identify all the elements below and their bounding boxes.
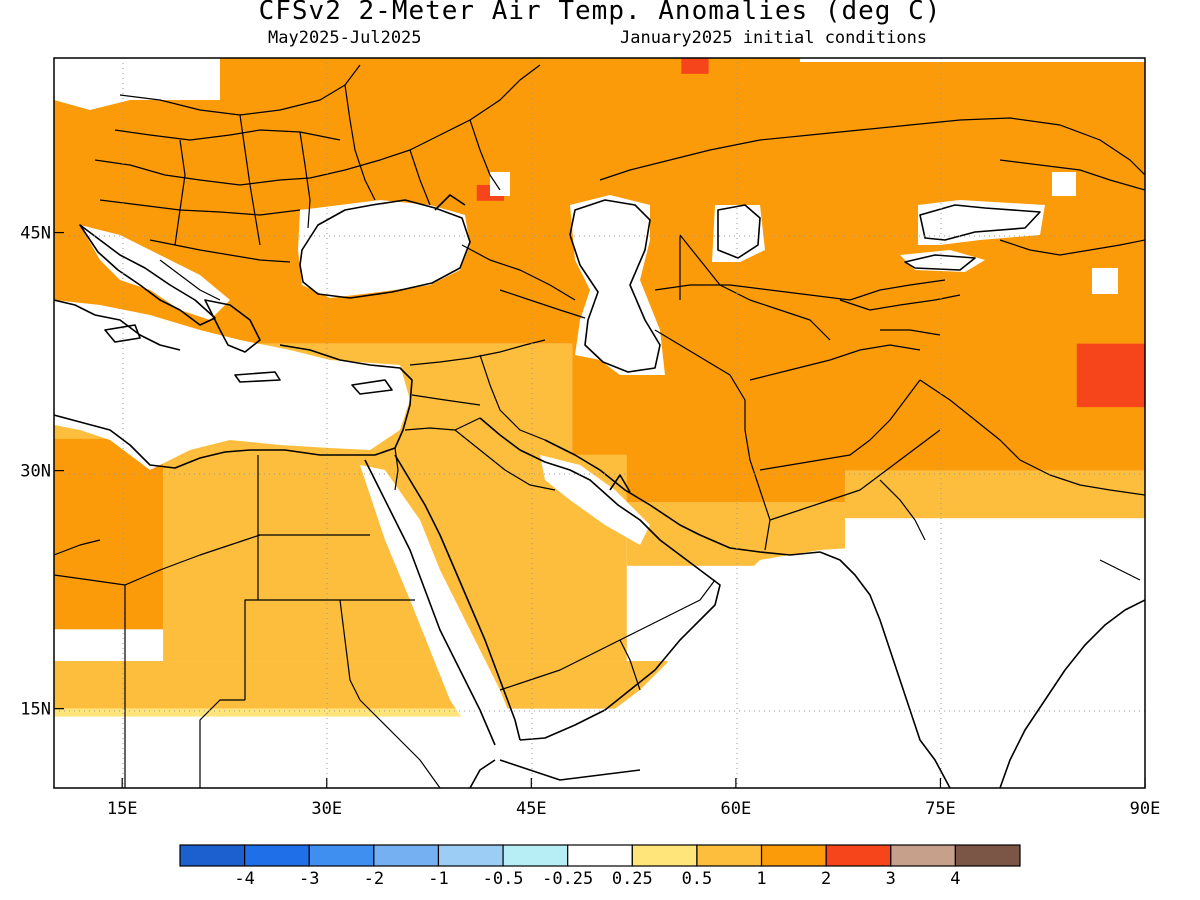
- colorbar-swatch-8: [696, 844, 763, 867]
- colorbar-label-10: 3: [886, 869, 896, 889]
- colorbar-label-11: 4: [950, 869, 960, 889]
- anomaly-region-14: [1076, 343, 1145, 408]
- colorbar-label-9: 2: [821, 869, 831, 889]
- colorbar-swatch-4: [437, 844, 504, 867]
- colorbar-label-7: 0.5: [682, 869, 713, 889]
- colorbar-swatch-7: [631, 844, 698, 867]
- map-title: CFSv2 2-Meter Air Temp. Anomalies (deg C…: [258, 0, 942, 26]
- lat-tick-label-1: 30N: [20, 462, 51, 482]
- colorbar-swatch-12: [954, 844, 1021, 867]
- colorbar-label-5: -0.25: [542, 869, 593, 889]
- coastline-layer: [54, 194, 1145, 788]
- colorbar-label-6: 0.25: [612, 869, 653, 889]
- colorbar-swatch-11: [890, 844, 956, 867]
- initial-conditions: January2025 initial conditions: [620, 28, 928, 48]
- gridlines: [54, 58, 1145, 788]
- colorbar-swatch-1: [244, 844, 310, 867]
- colorbar-label-8: 1: [756, 869, 766, 889]
- forecast-period: May2025-Jul2025: [268, 28, 422, 48]
- colorbar-swatch-9: [760, 844, 827, 867]
- anomaly-region-5: [54, 438, 164, 630]
- colorbar-swatch-5: [502, 844, 569, 867]
- lon-tick-label-1: 30E: [311, 799, 342, 819]
- anomaly-region-16: [681, 58, 709, 74]
- lat-tick-label-0: 15N: [20, 700, 51, 720]
- anomaly-region-8: [844, 470, 1145, 519]
- colorbar-swatch-0: [179, 844, 246, 867]
- colorbar-swatch-2: [308, 844, 375, 867]
- lon-tick-label-3: 60E: [721, 799, 752, 819]
- lat-tick-label-2: 45N: [20, 224, 51, 244]
- colorbar: -4 -3 -2 -1 -0.5 -0.25 0.25 0.5 1 2 3 4: [179, 844, 1021, 889]
- colorbar-label-4: -0.5: [483, 869, 524, 889]
- border-layer: [54, 64, 1145, 788]
- map-field: [54, 58, 1145, 788]
- colorbar-swatch-6: [567, 844, 633, 867]
- lon-tick-label-5: 90E: [1130, 799, 1161, 819]
- lon-tick-label-2: 45E: [516, 799, 547, 819]
- lon-tick-label-4: 75E: [925, 799, 956, 819]
- colorbar-label-2: -2: [364, 869, 384, 889]
- lon-tick-label-0: 15E: [107, 799, 138, 819]
- colorbar-swatch-10: [825, 844, 892, 867]
- axis-ticks: 15E 30E 45E 60E 75E 90E 15N 30N 45N: [20, 224, 1160, 819]
- colorbar-label-3: -1: [428, 869, 448, 889]
- colorbar-swatch-3: [373, 844, 440, 867]
- sea-mask-layer: [54, 58, 1145, 788]
- colorbar-label-0: -4: [234, 869, 254, 889]
- colorbar-label-1: -3: [299, 869, 319, 889]
- map-frame: [53, 57, 1146, 789]
